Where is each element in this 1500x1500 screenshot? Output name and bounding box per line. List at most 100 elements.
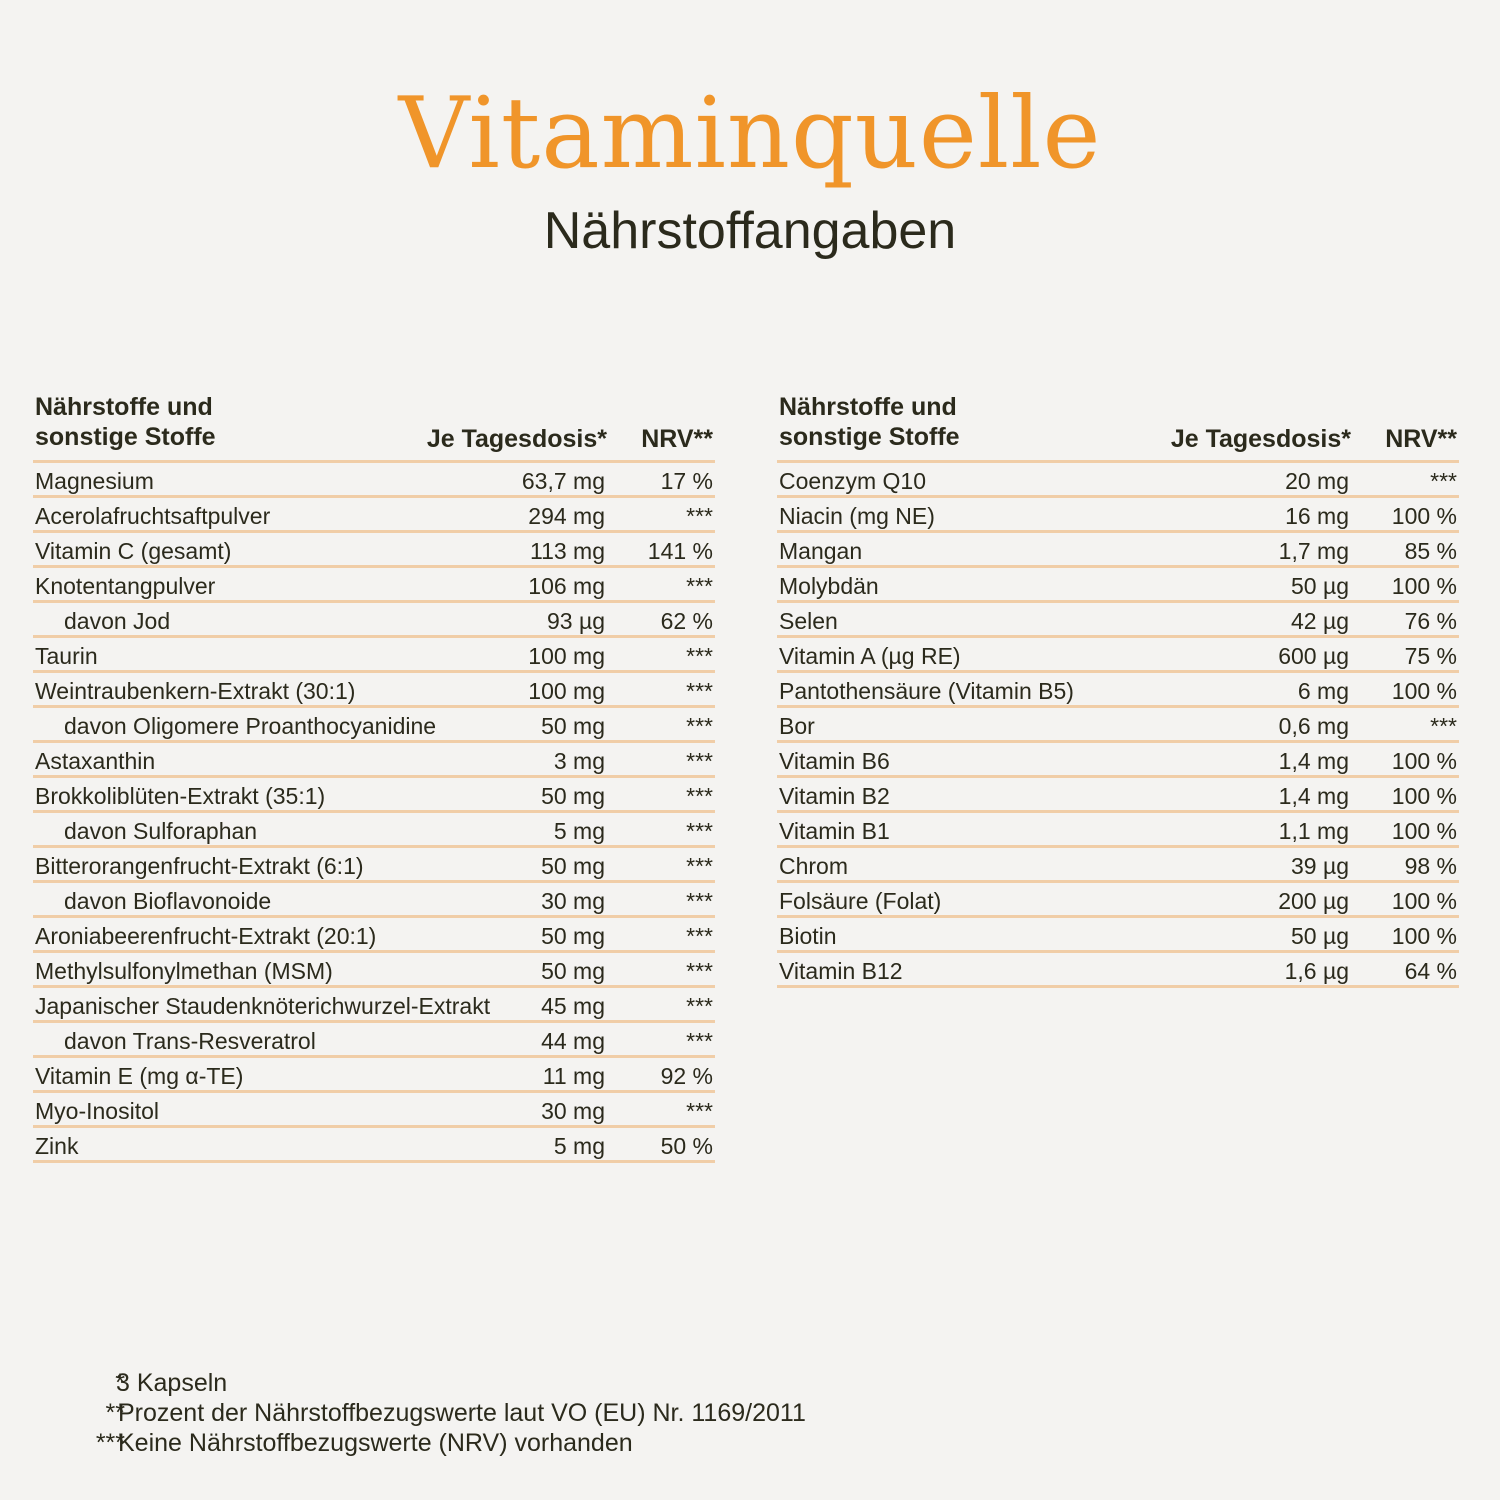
daily-dose: 1,6 µg <box>1284 958 1349 984</box>
page-subtitle: Nährstoffangaben <box>543 202 957 260</box>
daily-dose: 3 mg <box>553 748 605 774</box>
nutrient-name: Brokkoliblüten-Extrakt (35:1) <box>35 783 326 809</box>
daily-dose: 44 mg <box>541 1028 605 1054</box>
table-row: Aroniabeerenfrucht-Extrakt (20:1) 50 mg **… <box>33 918 715 953</box>
nutrient-name: Coenzym Q10 <box>779 468 927 494</box>
table-row: Coenzym Q10 20 mg *** <box>777 463 1459 498</box>
nrv-value: *** <box>686 1028 713 1054</box>
table-row: Vitamin B2 1,4 mg 100 % <box>777 778 1459 813</box>
table-row: Vitamin B12 1,6 µg 64 % <box>777 953 1459 988</box>
daily-dose: 6 mg <box>1297 678 1349 704</box>
table-row: Molybdän 50 µg 100 % <box>777 568 1459 603</box>
daily-dose: 16 mg <box>1285 503 1349 529</box>
nrv-value: *** <box>686 888 713 914</box>
nrv-value: 85 % <box>1404 538 1457 564</box>
nrv-value: 98 % <box>1404 853 1457 879</box>
daily-dose: 50 µg <box>1290 573 1349 599</box>
nrv-value: *** <box>686 818 713 844</box>
nutrient-name: Pantothensäure (Vitamin B5) <box>779 678 1074 704</box>
table-row: Bor 0,6 mg *** <box>777 708 1459 743</box>
daily-dose: 1,4 mg <box>1278 783 1349 809</box>
nutrient-name: Zink <box>35 1133 79 1159</box>
header-nutrient-line1: Nährstoffe und <box>779 393 957 421</box>
table-row: Magnesium 63,7 mg 17 % <box>33 463 715 498</box>
nrv-value: *** <box>686 713 713 739</box>
nutrient-name: Taurin <box>35 643 98 669</box>
table-row: Astaxanthin 3 mg *** <box>33 743 715 778</box>
header-nrv: NRV** <box>641 425 713 453</box>
daily-dose: 1,1 mg <box>1278 818 1349 844</box>
nutrient-name: Folsäure (Folat) <box>779 888 942 914</box>
nutrient-name: Vitamin E (mg α-TE) <box>35 1063 244 1089</box>
page-title: Vitaminquelle <box>398 77 1102 191</box>
daily-dose: 113 mg <box>529 538 605 564</box>
table-row: Vitamin A (µg RE) 600 µg 75 % <box>777 638 1459 673</box>
nrv-value: *** <box>686 678 713 704</box>
table-row: Vitamin B6 1,4 mg 100 % <box>777 743 1459 778</box>
table-row: Vitamin C (gesamt) 113 mg 141 % <box>33 533 715 568</box>
daily-dose: 1,7 mg <box>1278 538 1349 564</box>
nrv-value: *** <box>1430 468 1457 494</box>
daily-dose: 45 mg <box>541 993 605 1019</box>
nutrient-name: Vitamin B2 <box>779 783 890 809</box>
nrv-value: 92 % <box>660 1063 713 1089</box>
nutrient-name: davon Bioflavonoide <box>64 888 272 914</box>
daily-dose: 100 mg <box>528 678 605 704</box>
nutrient-name: Vitamin B6 <box>779 748 890 774</box>
table-row: Zink 5 mg 50 % <box>33 1128 715 1163</box>
daily-dose: 600 µg <box>1278 643 1349 669</box>
nrv-value: *** <box>686 748 713 774</box>
daily-dose: 39 µg <box>1290 853 1349 879</box>
daily-dose: 0,6 mg <box>1278 713 1349 739</box>
nrv-value: *** <box>686 503 713 529</box>
nutrient-name: Aroniabeerenfrucht-Extrakt (20:1) <box>35 923 377 949</box>
footnote-text: 3 Kapseln <box>116 1369 228 1397</box>
nutrient-name: Knotentangpulver <box>35 573 216 599</box>
daily-dose: 50 µg <box>1290 923 1349 949</box>
table-row: Weintraubenkern-Extrakt (30:1) 100 mg *** <box>33 673 715 708</box>
nutrient-name: davon Trans-Resveratrol <box>64 1028 316 1054</box>
nutrient-name: Magnesium <box>35 468 154 494</box>
nutrient-name: Biotin <box>779 923 837 949</box>
nrv-value: 100 % <box>1391 503 1457 529</box>
nutrient-name: Methylsulfonylmethan (MSM) <box>35 958 333 984</box>
header-nutrient-line2: sonstige Stoffe <box>35 423 216 451</box>
daily-dose: 50 mg <box>541 853 605 879</box>
header-nutrient-line2: sonstige Stoffe <box>779 423 960 451</box>
table-row: Vitamin E (mg α-TE) 11 mg 92 % <box>33 1058 715 1093</box>
footnote: ** Prozent der Nährstoffbezugswerte laut… <box>40 1398 940 1428</box>
nrv-value: 100 % <box>1391 573 1457 599</box>
daily-dose: 106 mg <box>528 573 605 599</box>
nutrient-name: Niacin (mg NE) <box>779 503 935 529</box>
nrv-value: *** <box>686 993 713 1019</box>
nutrient-name: Chrom <box>779 853 849 879</box>
table-row: Methylsulfonylmethan (MSM) 50 mg *** <box>33 953 715 988</box>
table-row: Taurin 100 mg *** <box>33 638 715 673</box>
daily-dose: 93 µg <box>546 608 605 634</box>
daily-dose: 200 µg <box>1278 888 1349 914</box>
nrv-value: 64 % <box>1404 958 1457 984</box>
nutrient-table-left: Nährstoffe und sonstige Stoffe Je Tagesd… <box>33 392 715 1163</box>
daily-dose: 30 mg <box>541 1098 605 1124</box>
daily-dose: 50 mg <box>541 713 605 739</box>
daily-dose: 30 mg <box>541 888 605 914</box>
nrv-value: *** <box>686 923 713 949</box>
table-row: Selen 42 µg 76 % <box>777 603 1459 638</box>
nrv-value: 100 % <box>1391 923 1457 949</box>
nutrient-name: Acerolafruchtsaftpulver <box>35 503 271 529</box>
header-nutrient-line1: Nährstoffe und <box>35 393 213 421</box>
table-row: Pantothensäure (Vitamin B5) 6 mg 100 % <box>777 673 1459 708</box>
nutrient-name: Bor <box>779 713 815 739</box>
daily-dose: 50 mg <box>541 783 605 809</box>
table-row: Mangan 1,7 mg 85 % <box>777 533 1459 568</box>
header-nrv: NRV** <box>1385 425 1457 453</box>
nutrient-name: Molybdän <box>779 573 879 599</box>
nrv-value: *** <box>1430 713 1457 739</box>
table-row: davon Oligomere Proanthocyanidine 50 mg **… <box>33 708 715 743</box>
table-row: Vitamin B1 1,1 mg 100 % <box>777 813 1459 848</box>
nrv-value: 100 % <box>1391 888 1457 914</box>
nrv-value: *** <box>686 853 713 879</box>
table-row: Niacin (mg NE) 16 mg 100 % <box>777 498 1459 533</box>
table-row: Acerolafruchtsaftpulver 294 mg *** <box>33 498 715 533</box>
table-header: Nährstoffe und sonstige Stoffe Je Tagesd… <box>777 392 1459 463</box>
